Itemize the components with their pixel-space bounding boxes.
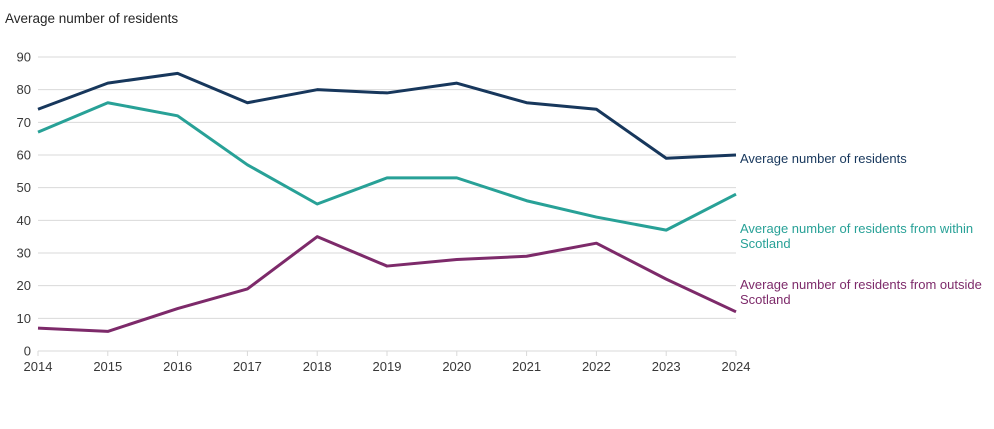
x-axis-tick-label: 2022 [582, 359, 611, 374]
y-axis-tick-label: 70 [17, 115, 31, 130]
series-label-total: Average number of residents [740, 151, 907, 166]
x-axis-tick-label: 2024 [722, 359, 751, 374]
x-axis-tick-label: 2014 [24, 359, 53, 374]
chart-title: Average number of residents [5, 11, 179, 26]
y-axis-tick-label: 40 [17, 213, 31, 228]
y-axis-tick-label: 50 [17, 180, 31, 195]
series-label-outside-scotland: Average number of residents from outside… [740, 277, 982, 308]
y-axis-tick-label: 30 [17, 246, 31, 261]
y-axis-tick-label: 80 [17, 82, 31, 97]
x-axis-tick-label: 2016 [163, 359, 192, 374]
x-axis-tick-label: 2021 [512, 359, 541, 374]
y-axis-tick-label: 20 [17, 278, 31, 293]
y-axis-tick-label: 10 [17, 311, 31, 326]
series-line-2 [37, 235, 737, 333]
series-line-0 [37, 71, 737, 160]
y-axis-tick-label: 60 [17, 148, 31, 163]
x-axis-tick-label: 2018 [303, 359, 332, 374]
series-line-1 [37, 101, 737, 232]
x-axis-tick-label: 2019 [373, 359, 402, 374]
x-axis-tick-label: 2017 [233, 359, 262, 374]
y-axis-tick-label: 90 [17, 50, 31, 65]
y-axis-tick-label: 0 [24, 344, 31, 359]
x-axis-tick-label: 2023 [652, 359, 681, 374]
series-label-within-scotland: Average number of residents from within … [740, 221, 974, 252]
x-axis-tick-label: 2020 [442, 359, 471, 374]
x-axis-tick-label: 2015 [93, 359, 122, 374]
